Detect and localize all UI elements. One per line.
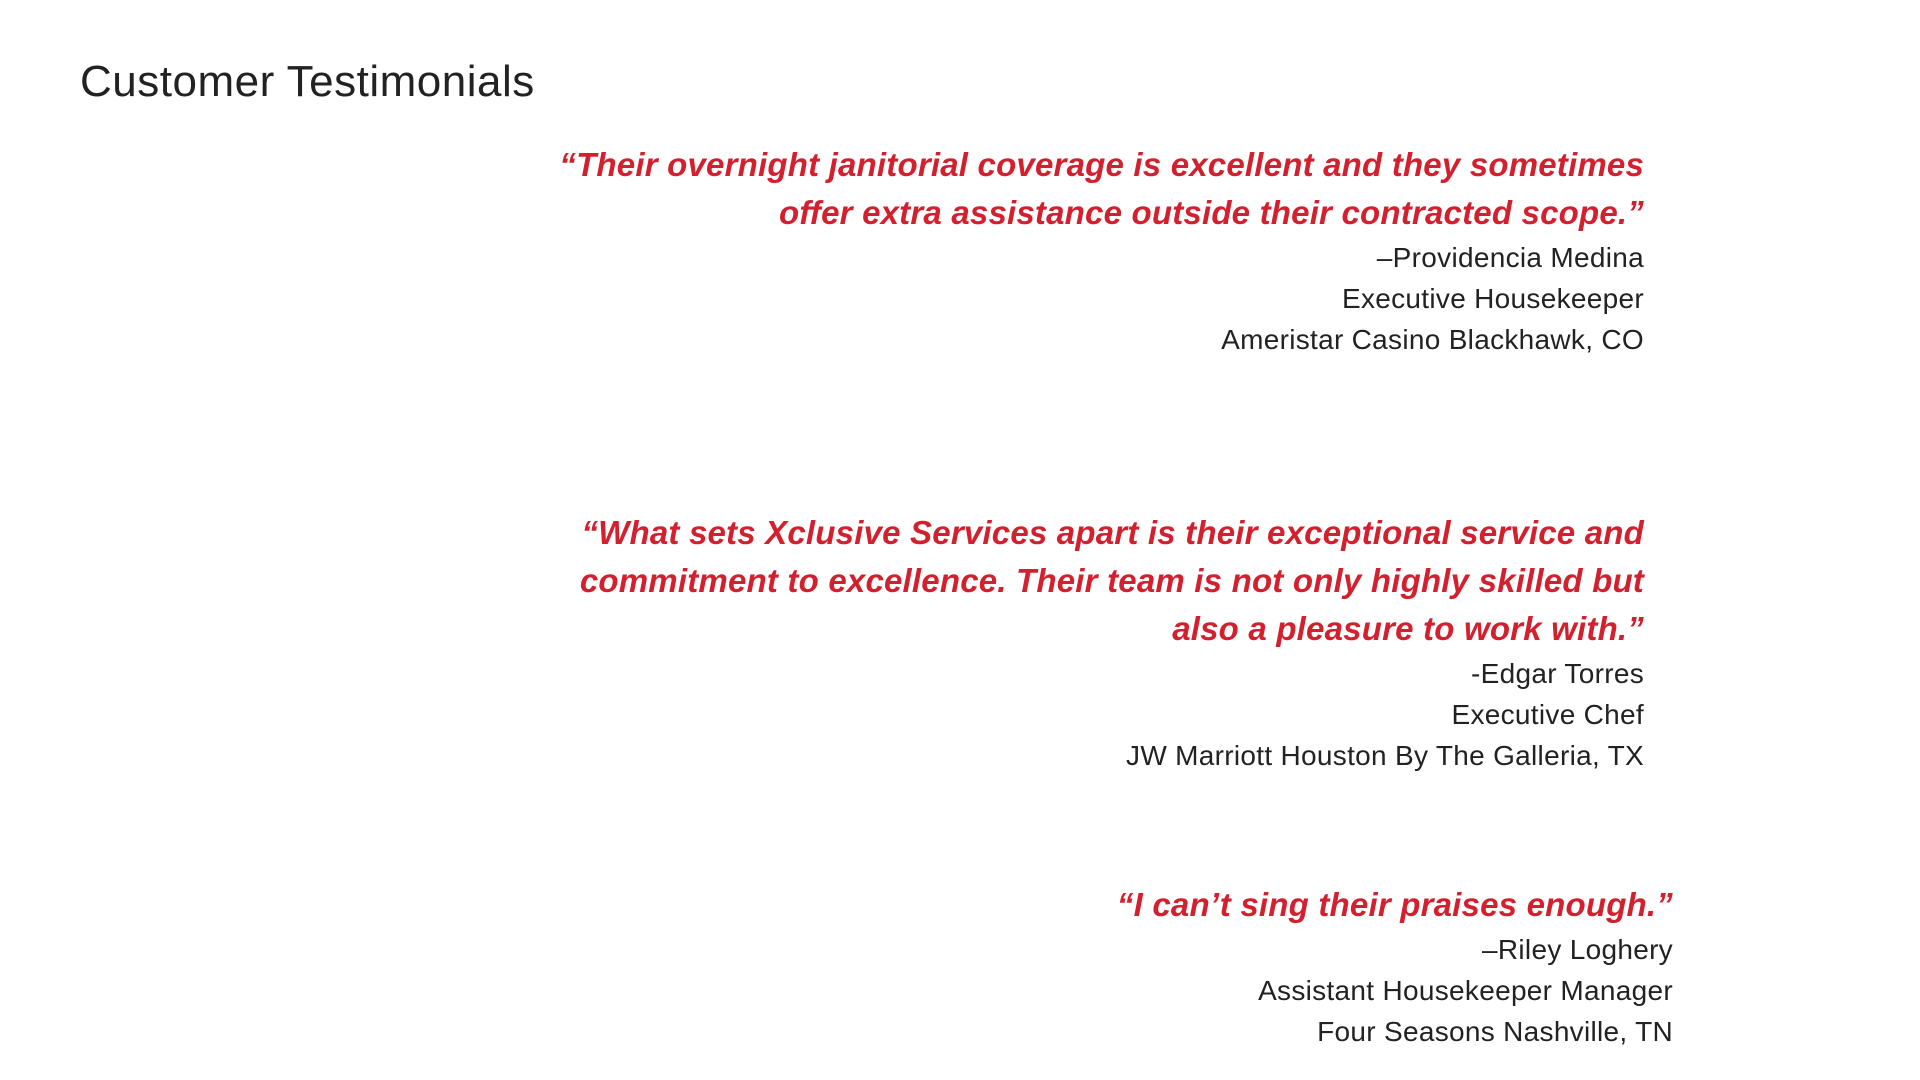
attribution-title: Assistant Housekeeper Manager [1258,975,1673,1006]
testimonial-block-1: “Their overnight janitorial coverage is … [194,141,1644,360]
attribution-name: –Riley Loghery [1482,934,1673,965]
attribution-company: Ameristar Casino Blackhawk, CO [1221,324,1644,355]
attribution-company: Four Seasons Nashville, TN [1317,1016,1673,1047]
testimonial-quote-line: offer extra assistance outside their con… [778,194,1644,231]
testimonial-quote-line: “What sets Xclusive Services apart is th… [581,514,1644,551]
testimonial-quote-line: “I can’t sing their praises enough.” [1116,886,1673,923]
attribution-name: -Edgar Torres [1470,658,1644,689]
attribution-company: JW Marriott Houston By The Galleria, TX [1126,740,1644,771]
testimonial-quote-line: also a pleasure to work with.” [1172,610,1644,647]
page-title: Customer Testimonials [80,57,535,106]
attribution-title: Executive Chef [1451,699,1644,730]
testimonial-quote-line: “Their overnight janitorial coverage is … [559,146,1644,183]
testimonial-block-3: “I can’t sing their praises enough.” –Ri… [223,881,1673,1052]
attribution-title: Executive Housekeeper [1341,283,1644,314]
testimonial-quote-line: commitment to excellence. Their team is … [579,562,1644,599]
attribution-name: –Providencia Medina [1376,242,1644,273]
testimonial-block-2: “What sets Xclusive Services apart is th… [194,509,1644,776]
